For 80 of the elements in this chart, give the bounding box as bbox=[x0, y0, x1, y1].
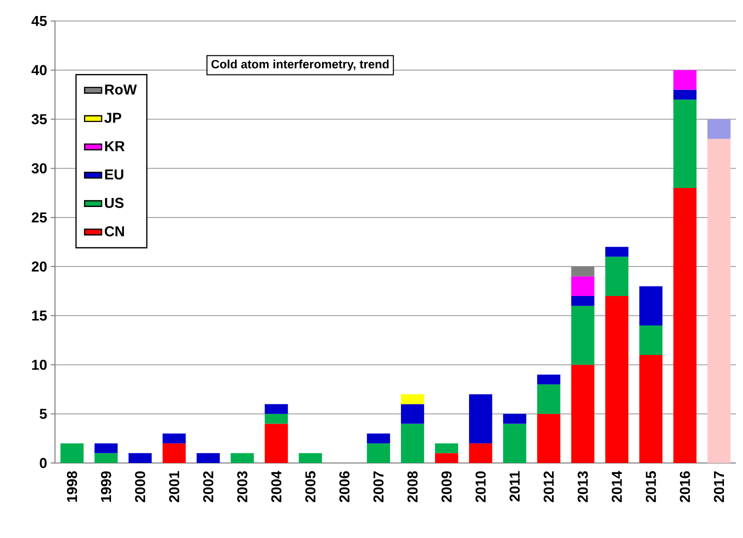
x-tick-label: 2013 bbox=[578, 471, 588, 502]
bar bbox=[605, 246, 628, 257]
y-tick-label: 45 bbox=[31, 16, 47, 26]
legend-label: JP bbox=[104, 112, 122, 123]
bar bbox=[400, 404, 424, 424]
bar bbox=[673, 90, 697, 100]
bar bbox=[230, 453, 254, 463]
y-tick-label: 30 bbox=[32, 163, 47, 174]
bar bbox=[469, 443, 492, 463]
x-tick-label: 2010 bbox=[476, 471, 486, 502]
x-tick-label: 2004 bbox=[271, 470, 282, 502]
bar bbox=[707, 138, 731, 463]
bar bbox=[435, 453, 458, 463]
y-tick-label: 40 bbox=[31, 65, 47, 76]
x-tick-label: 2015 bbox=[646, 471, 656, 502]
x-tick-label: 2008 bbox=[407, 471, 418, 502]
x-tick-label: 2001 bbox=[169, 471, 180, 502]
legend-label: EU bbox=[105, 169, 124, 180]
bar bbox=[639, 354, 662, 463]
x-tick-label: 2007 bbox=[373, 471, 384, 502]
bar bbox=[162, 434, 186, 444]
x-tick-label: 2009 bbox=[442, 471, 452, 502]
bar bbox=[639, 286, 662, 326]
x-tick-label: 2002 bbox=[203, 471, 214, 502]
bar bbox=[707, 119, 731, 139]
x-tick-label: 2014 bbox=[612, 470, 622, 502]
bar bbox=[503, 414, 526, 424]
bar bbox=[503, 424, 526, 463]
y-tick-label: 20 bbox=[32, 261, 47, 272]
bar bbox=[571, 276, 594, 296]
bar bbox=[605, 296, 628, 463]
bar bbox=[366, 434, 390, 444]
bar bbox=[435, 443, 458, 454]
x-tick-label: 2003 bbox=[237, 471, 248, 502]
y-tick-label: 0 bbox=[40, 458, 47, 468]
bar bbox=[639, 325, 662, 355]
bar bbox=[537, 414, 560, 463]
bar bbox=[60, 443, 84, 463]
y-tick-label: 25 bbox=[32, 212, 47, 223]
bar bbox=[537, 374, 560, 384]
x-tick-label: 2016 bbox=[680, 471, 690, 502]
bar bbox=[571, 364, 594, 463]
bar bbox=[605, 256, 628, 296]
x-tick-label: 2017 bbox=[714, 471, 724, 502]
bar bbox=[264, 404, 288, 414]
legend-label: KR bbox=[105, 141, 125, 152]
bar bbox=[366, 443, 390, 463]
legend-label: CN bbox=[104, 226, 124, 236]
bar bbox=[400, 424, 424, 463]
legend-label: US bbox=[105, 198, 124, 208]
x-tick-label: 2000 bbox=[135, 471, 146, 502]
x-tick-label: 1998 bbox=[66, 471, 78, 502]
x-tick-label: 1999 bbox=[101, 471, 112, 502]
y-tick-label: 35 bbox=[32, 114, 47, 124]
x-tick-label: 2005 bbox=[305, 471, 316, 502]
x-tick-label: 2012 bbox=[544, 471, 554, 502]
bar bbox=[571, 306, 594, 365]
bar bbox=[571, 296, 594, 306]
bar bbox=[537, 384, 560, 414]
y-tick-label: 10 bbox=[32, 360, 47, 370]
x-tick-label: 2011 bbox=[510, 471, 520, 502]
bar bbox=[94, 453, 118, 463]
bar bbox=[673, 100, 697, 188]
text: Cold atom interferometry, trend bbox=[211, 60, 389, 71]
y-tick-label: 15 bbox=[32, 310, 47, 321]
bar bbox=[162, 443, 186, 463]
legend-label: RoW bbox=[105, 84, 137, 95]
bar bbox=[264, 414, 288, 424]
y-tick-label: 5 bbox=[40, 408, 47, 419]
bar bbox=[469, 394, 492, 444]
bar bbox=[400, 394, 424, 404]
bar bbox=[128, 453, 152, 463]
x-tick-label: 2006 bbox=[339, 471, 350, 502]
bar bbox=[571, 266, 594, 276]
bar bbox=[94, 443, 118, 454]
bar bbox=[196, 453, 220, 463]
bar bbox=[673, 70, 697, 90]
bar bbox=[264, 424, 288, 463]
bar bbox=[673, 188, 697, 463]
bar bbox=[298, 453, 322, 463]
